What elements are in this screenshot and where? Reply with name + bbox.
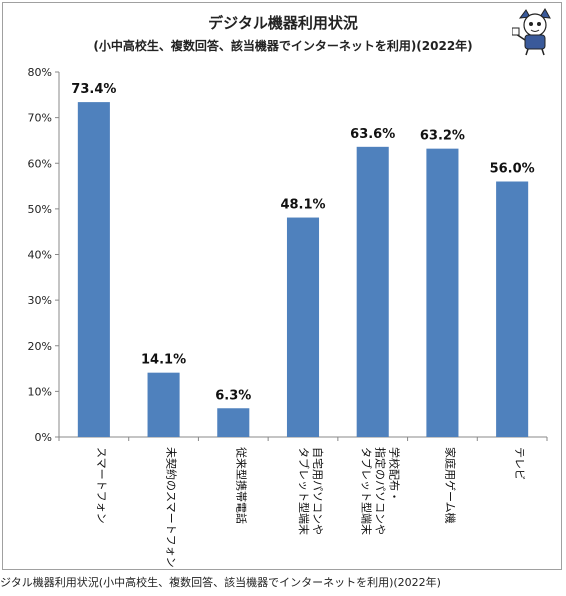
y-tick-label: 80% (28, 66, 52, 79)
bar (77, 102, 110, 438)
x-category-label-line: 学校配布・ (388, 447, 402, 502)
bar-value-label: 63.2% (420, 129, 465, 144)
chart-subtitle: (小中高校生、複数回答、該当機器でインターネットを利用)(2022年) (93, 38, 472, 53)
x-category-label-line: 家庭用ゲーム機 (443, 447, 457, 524)
bar (426, 148, 459, 437)
y-tick-label: 20% (28, 340, 52, 353)
chart-title: デジタル機器利用状況 (208, 14, 358, 32)
bar-value-label: 6.3% (215, 388, 251, 403)
bar-chart: デジタル機器利用状況 (小中高校生、複数回答、該当機器でインターネットを利用)(… (28, 14, 548, 568)
y-tick-label: 50% (28, 203, 52, 216)
x-category-label: 未契約のスマートフォン (165, 447, 179, 568)
x-category-label: 家庭用ゲーム機 (443, 447, 457, 524)
x-category-label-line: 指定のパソコンや (374, 447, 388, 535)
x-category-label: スマートフォン (95, 447, 108, 524)
x-category-label-line: スマートフォン (95, 447, 108, 524)
label-layer: 73.4% スマートフォン 14.1% 未契約のスマートフォン 6.3% 従来型携帯電話 4… (71, 82, 534, 568)
y-tick-label: 0% (35, 431, 52, 444)
y-tick-label: 30% (28, 294, 52, 307)
chart-frame: デジタル機器利用状況 (小中高校生、複数回答、該当機器でインターネットを利用)(… (2, 2, 562, 570)
y-tick-label: 70% (28, 112, 52, 125)
chart-caption: ジタル機器利用状況(小中高校生、複数回答、該当機器でインターネットを利用)(20… (0, 576, 441, 589)
bar-value-label: 73.4% (71, 82, 116, 97)
mascot-character-icon (512, 8, 551, 56)
x-category-label: テレビ (513, 447, 526, 480)
x-category-label-line: 未契約のスマートフォン (165, 447, 179, 568)
bar-value-label: 14.1% (141, 353, 186, 368)
y-tick-label: 40% (28, 249, 52, 262)
y-tick-label: 60% (28, 157, 52, 170)
x-category-label-line: テレビ (513, 447, 526, 480)
axis-layer: 0% 10% 20% 30% 40% 50% 60% 70% 80% (28, 66, 548, 444)
bar (286, 217, 320, 437)
x-category-label-line: 自宅用パソコンや (311, 447, 325, 535)
bar (217, 408, 250, 437)
bar (147, 372, 180, 437)
x-category-label-line: タブレット型端末 (360, 447, 374, 535)
x-category-label-line: 従来型携帯電話 (234, 447, 248, 524)
x-category-label: 従来型携帯電話 (234, 447, 248, 524)
bar-value-label: 63.6% (350, 127, 395, 142)
x-category-label-line: タブレット型端末 (297, 447, 311, 535)
bar (356, 146, 389, 437)
bar-value-label: 48.1% (280, 198, 325, 213)
bar-layer (77, 102, 529, 438)
y-tick-label: 10% (28, 385, 52, 398)
bar (496, 181, 529, 437)
bar-value-label: 56.0% (490, 162, 535, 177)
